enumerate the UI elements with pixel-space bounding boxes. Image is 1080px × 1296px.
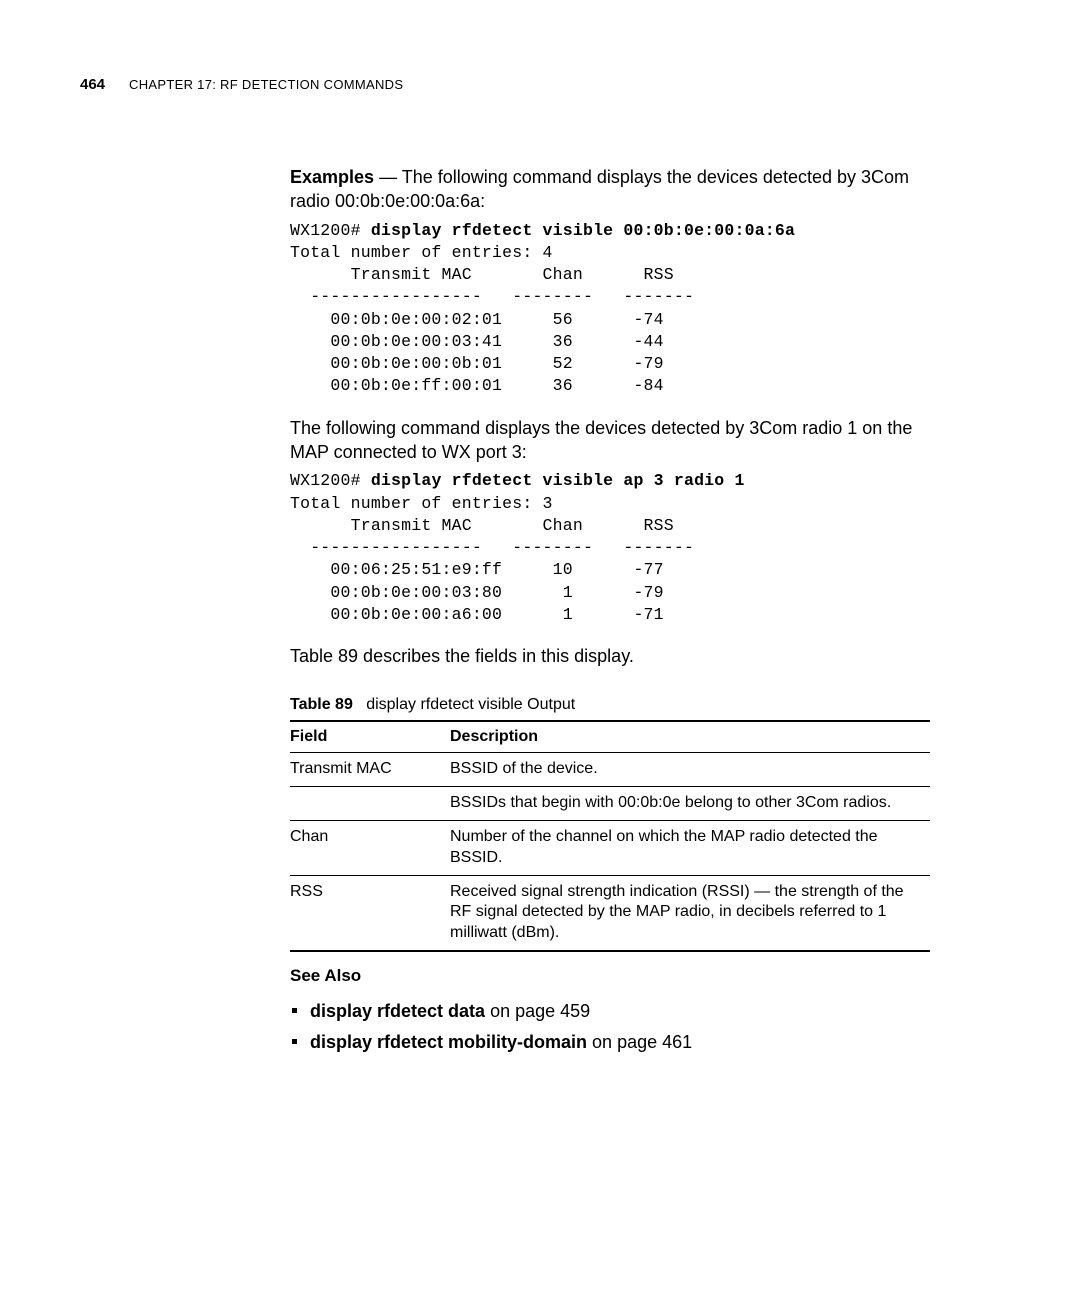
code2-l5: 00:06:25:51:e9:ff 10 -77	[290, 560, 664, 579]
code1-l7: 00:0b:0e:00:0b:01 52 -79	[290, 354, 664, 373]
page: 464 CHAPTER 17: RF DETECTION COMMANDS Ex…	[0, 0, 1080, 1097]
link-suffix: on page 459	[485, 1001, 590, 1021]
para2: The following command displays the devic…	[290, 416, 930, 465]
link-command: display rfdetect mobility-domain	[310, 1032, 587, 1052]
chapter-cap1: C	[129, 77, 139, 92]
see-also-label: See Also	[290, 966, 930, 986]
code1-l5: 00:0b:0e:00:02:01 56 -74	[290, 310, 664, 329]
examples-label: Examples	[290, 167, 374, 187]
cell-field: Chan	[290, 821, 450, 876]
list-item: display rfdetect mobility-domain on page…	[290, 1027, 930, 1058]
page-number: 464	[80, 76, 105, 93]
table-caption: Table 89 display rfdetect visible Output	[290, 696, 930, 714]
table-label: Table 89	[290, 696, 353, 713]
chapter-small2: ETECTION	[252, 77, 324, 92]
link-command: display rfdetect data	[310, 1001, 485, 1021]
cell-desc: BSSIDs that begin with 00:0b:0e belong t…	[450, 787, 930, 821]
see-also-list: display rfdetect data on page 459 displa…	[290, 996, 930, 1057]
code-block-1: WX1200# display rfdetect visible 00:0b:0…	[290, 220, 930, 398]
code-block-2: WX1200# display rfdetect visible ap 3 ra…	[290, 470, 930, 626]
chapter-small1: HAPTER 17: RF D	[139, 77, 252, 92]
list-item: display rfdetect data on page 459	[290, 996, 930, 1027]
code1-l3: Transmit MAC Chan RSS	[290, 265, 674, 284]
content-area: Examples — The following command display…	[290, 165, 930, 1057]
table-row: BSSIDs that begin with 00:0b:0e belong t…	[290, 787, 930, 821]
code1-command: display rfdetect visible 00:0b:0e:00:0a:…	[371, 221, 795, 240]
table-row: Transmit MAC BSSID of the device.	[290, 753, 930, 787]
code2-l7: 00:0b:0e:00:a6:00 1 -71	[290, 605, 664, 624]
chapter-cap2: C	[324, 77, 334, 92]
th-field: Field	[290, 721, 450, 753]
code2-l6: 00:0b:0e:00:03:80 1 -79	[290, 583, 664, 602]
code2-l2: Total number of entries: 3	[290, 494, 553, 513]
table-row: RSS Received signal strength indication …	[290, 875, 930, 951]
code1-prompt: WX1200#	[290, 221, 371, 240]
table-row: Chan Number of the channel on which the …	[290, 821, 930, 876]
cell-field: RSS	[290, 875, 450, 951]
code1-l2: Total number of entries: 4	[290, 243, 553, 262]
link-suffix: on page 461	[587, 1032, 692, 1052]
code2-l3: Transmit MAC Chan RSS	[290, 516, 674, 535]
chapter-small3: OMMANDS	[333, 77, 403, 92]
code2-prompt: WX1200#	[290, 471, 371, 490]
page-header: 464 CHAPTER 17: RF DETECTION COMMANDS	[80, 76, 980, 93]
chapter-title: CHAPTER 17: RF DETECTION COMMANDS	[129, 77, 403, 92]
cell-field: Transmit MAC	[290, 753, 450, 787]
code1-l8: 00:0b:0e:ff:00:01 36 -84	[290, 376, 664, 395]
fields-table: Field Description Transmit MAC BSSID of …	[290, 720, 930, 952]
cell-desc: Number of the channel on which the MAP r…	[450, 821, 930, 876]
para3: Table 89 describes the fields in this di…	[290, 644, 930, 668]
cell-field	[290, 787, 450, 821]
code1-l6: 00:0b:0e:00:03:41 36 -44	[290, 332, 664, 351]
cell-desc: BSSID of the device.	[450, 753, 930, 787]
code2-command: display rfdetect visible ap 3 radio 1	[371, 471, 745, 490]
cell-desc: Received signal strength indication (RSS…	[450, 875, 930, 951]
th-desc: Description	[450, 721, 930, 753]
code1-l4: ----------------- -------- -------	[290, 287, 694, 306]
examples-intro: Examples — The following command display…	[290, 165, 930, 214]
table-caption-text: display rfdetect visible Output	[366, 696, 575, 713]
code2-l4: ----------------- -------- -------	[290, 538, 694, 557]
examples-text: — The following command displays the dev…	[290, 167, 909, 211]
